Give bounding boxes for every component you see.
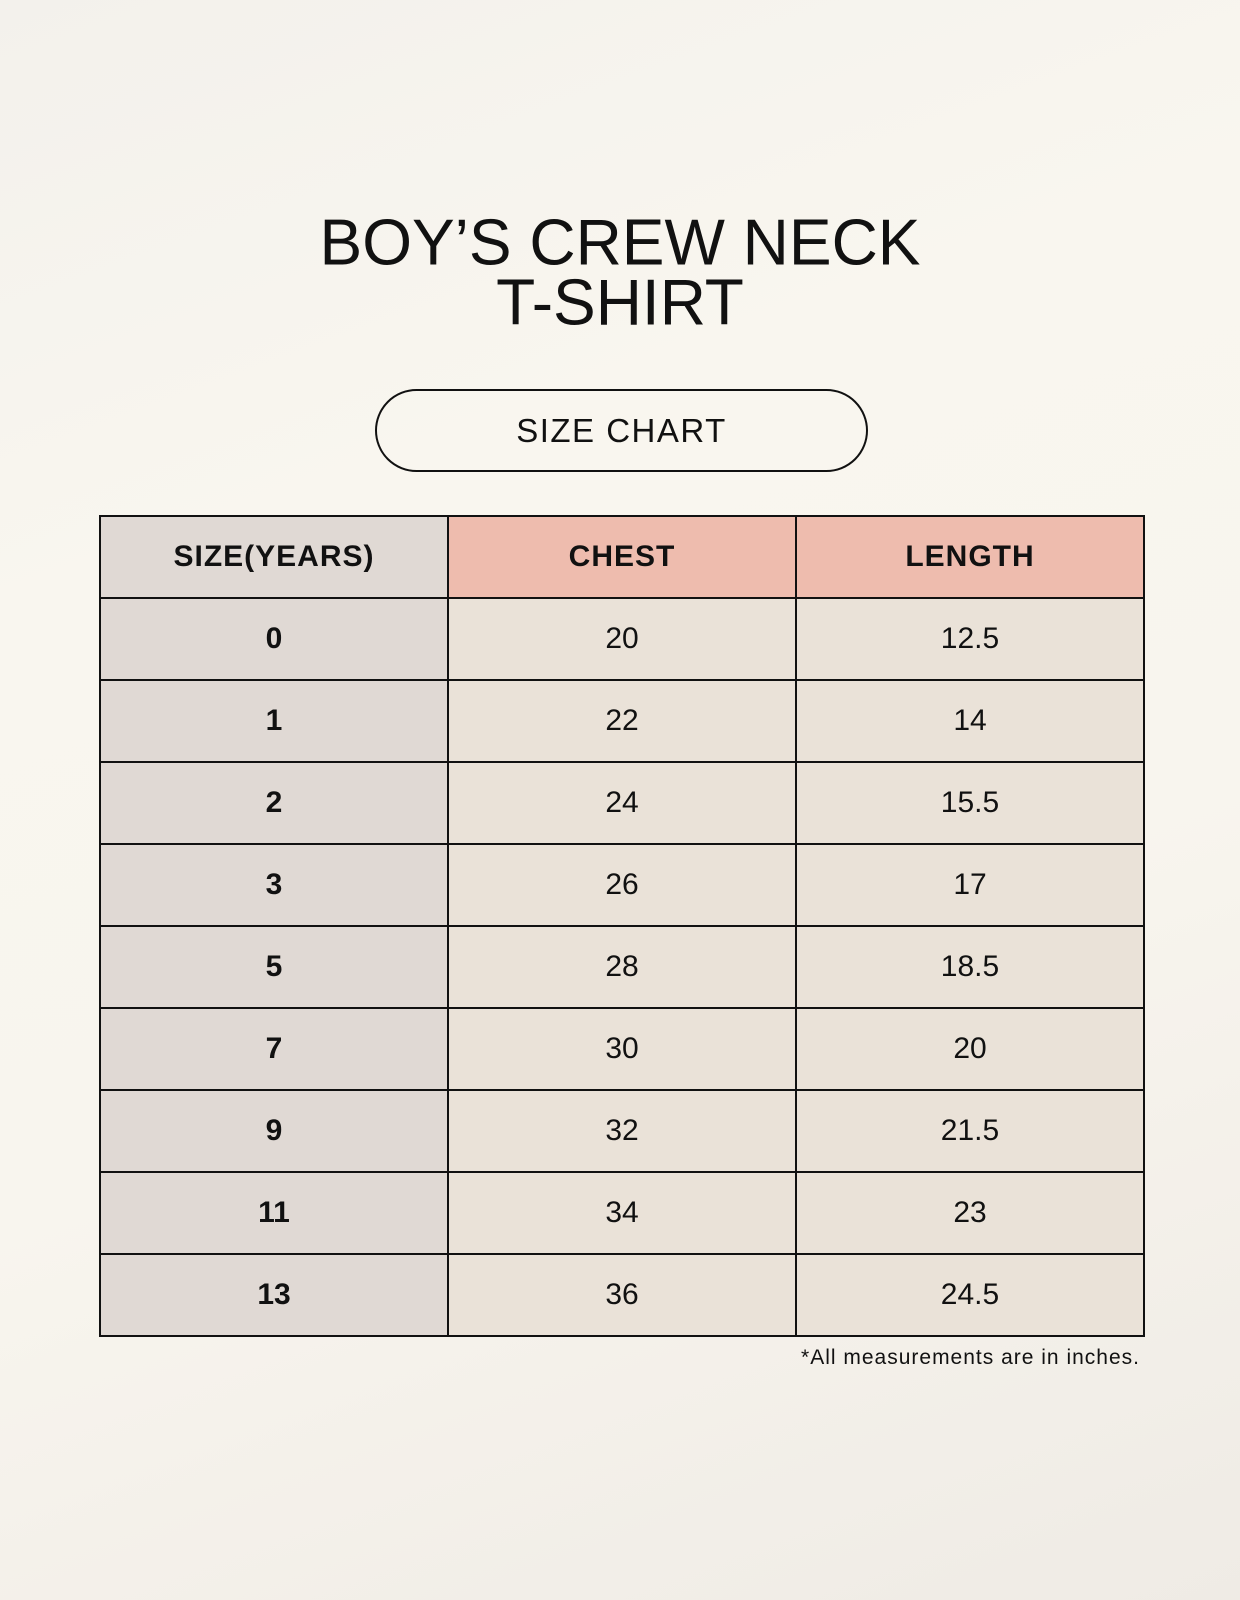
header-length: LENGTH <box>795 515 1145 599</box>
chest-cell: 30 <box>447 1007 797 1091</box>
size-cell: 1 <box>99 679 449 763</box>
chest-cell: 26 <box>447 843 797 927</box>
size-cell: 5 <box>99 925 449 1009</box>
chest-cell: 28 <box>447 925 797 1009</box>
table-row: 13 36 24.5 <box>99 1253 1145 1337</box>
footnote: *All measurements are in inches. <box>801 1346 1140 1369</box>
chest-cell: 20 <box>447 597 797 681</box>
length-cell: 18.5 <box>795 925 1145 1009</box>
size-cell: 9 <box>99 1089 449 1173</box>
length-cell: 15.5 <box>795 761 1145 845</box>
size-cell: 11 <box>99 1171 449 1255</box>
table-row: 9 32 21.5 <box>99 1089 1145 1173</box>
title-line-1: BOY’S CREW NECK <box>319 205 921 279</box>
length-cell: 17 <box>795 843 1145 927</box>
length-cell: 20 <box>795 1007 1145 1091</box>
table-row: 7 30 20 <box>99 1007 1145 1091</box>
table-row: 1 22 14 <box>99 679 1145 763</box>
size-cell: 7 <box>99 1007 449 1091</box>
chest-cell: 24 <box>447 761 797 845</box>
size-cell: 13 <box>99 1253 449 1337</box>
length-cell: 14 <box>795 679 1145 763</box>
chest-cell: 36 <box>447 1253 797 1337</box>
size-cell: 3 <box>99 843 449 927</box>
size-cell: 0 <box>99 597 449 681</box>
page-title: BOY’S CREW NECK T-SHIRT <box>0 205 1240 339</box>
chest-cell: 32 <box>447 1089 797 1173</box>
header-chest: CHEST <box>447 515 797 599</box>
chest-cell: 34 <box>447 1171 797 1255</box>
chest-cell: 22 <box>447 679 797 763</box>
table-row: 0 20 12.5 <box>99 597 1145 681</box>
header-size: SIZE(YEARS) <box>99 515 449 599</box>
length-cell: 23 <box>795 1171 1145 1255</box>
size-cell: 2 <box>99 761 449 845</box>
size-table: SIZE(YEARS) CHEST LENGTH 0 20 12.5 1 22 14 2 24… <box>99 515 1145 1337</box>
length-cell: 21.5 <box>795 1089 1145 1173</box>
table-row: 2 24 15.5 <box>99 761 1145 845</box>
title-line-2: T-SHIRT <box>496 265 744 339</box>
table-row: 3 26 17 <box>99 843 1145 927</box>
length-cell: 24.5 <box>795 1253 1145 1337</box>
size-chart-label: SIZE CHART <box>375 389 868 472</box>
table-row: 5 28 18.5 <box>99 925 1145 1009</box>
length-cell: 12.5 <box>795 597 1145 681</box>
table-header-row: SIZE(YEARS) CHEST LENGTH <box>99 515 1145 599</box>
table-row: 11 34 23 <box>99 1171 1145 1255</box>
